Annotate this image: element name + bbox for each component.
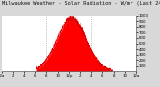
Text: Milwaukee Weather - Solar Radiation - W/m² (Last 24 Hours): Milwaukee Weather - Solar Radiation - W/… [2,1,160,6]
